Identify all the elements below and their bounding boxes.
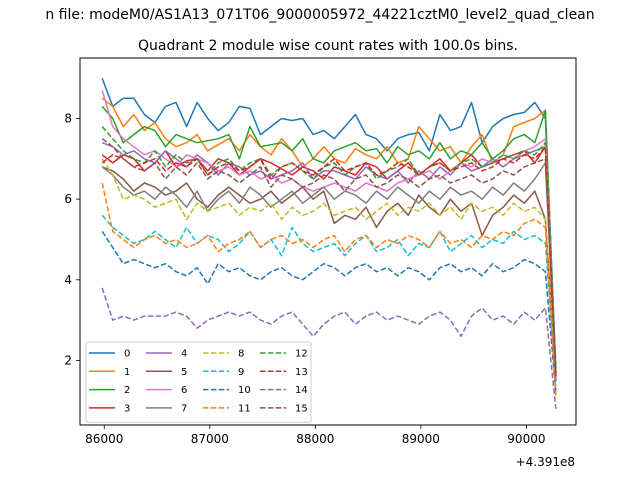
x-axis: 86000 87000 88000 89000 90000 [85,425,545,446]
plot-area-frame [79,57,577,426]
series-line-4 [101,141,557,381]
series-line-9 [101,214,557,385]
x-tick-label: 88000 [296,432,334,446]
legend-label-8: 8 [238,349,244,360]
y-tick-label: 6 [64,192,72,206]
series-line-15 [101,138,557,377]
legend-label-7: 7 [181,403,187,414]
legend-label-9: 9 [238,367,244,378]
legend-label-0: 0 [124,349,130,360]
series-line-11 [101,182,557,397]
series-line-5 [101,166,557,377]
series-line-1 [101,97,557,381]
legend-label-5: 5 [181,367,187,378]
legend-label-12: 12 [295,349,308,360]
y-axis: 2 4 6 8 [64,111,80,367]
x-tick-label: 89000 [402,432,440,446]
series-line-12 [101,126,557,373]
chart-title: Quadrant 2 module wise count rates with … [138,38,518,54]
y-tick-label: 2 [64,353,72,367]
y-tick-label: 4 [64,273,72,287]
legend-label-2: 2 [124,385,130,396]
series-lines [101,77,557,409]
x-tick-label: 87000 [191,432,229,446]
legend-label-11: 11 [238,403,251,414]
series-line-7 [101,162,557,377]
series-line-14 [101,287,557,409]
legend-label-6: 6 [181,385,187,396]
legend-label-15: 15 [295,403,308,414]
figure-suptitle: n file: modeM0/AS1A13_071T06_9000005972_… [45,7,594,23]
x-axis-offset-label: +4.391e8 [516,455,575,469]
x-tick-label: 86000 [85,432,123,446]
legend-label-10: 10 [238,385,251,396]
series-line-6 [101,90,557,373]
legend-label-14: 14 [295,385,308,396]
series-line-13 [101,145,557,377]
legend-frame [85,341,312,423]
legend-label-4: 4 [181,349,187,360]
y-tick-label: 8 [64,111,72,125]
series-line-2 [101,105,557,373]
series-line-8 [101,158,557,381]
legend-label-3: 3 [124,403,130,414]
legend-label-13: 13 [295,367,308,378]
series-line-10 [101,230,557,393]
x-tick-label: 90000 [507,432,545,446]
legend-label-1: 1 [124,367,130,378]
